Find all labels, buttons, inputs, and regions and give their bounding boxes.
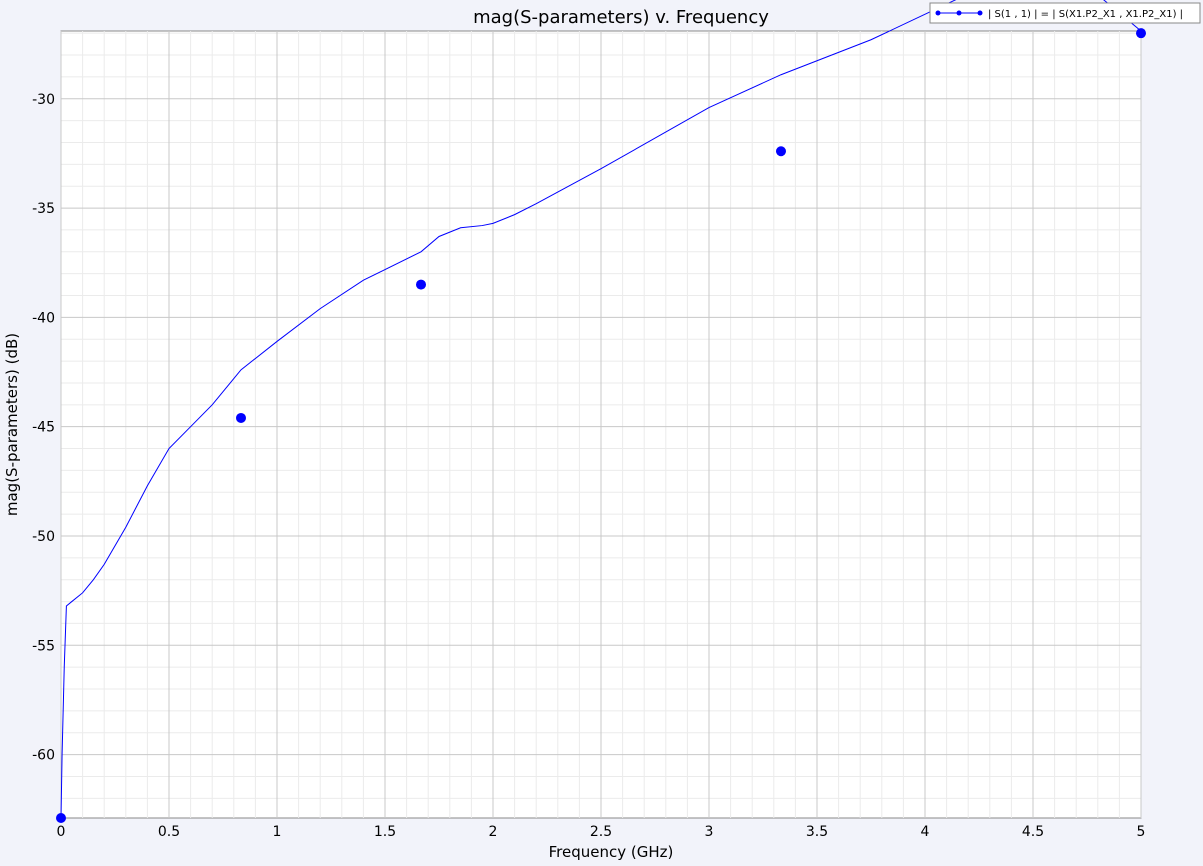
x-tick-label: 1.5 [374, 824, 396, 840]
x-tick-label: 5 [1137, 824, 1146, 840]
y-tick-label: -35 [32, 201, 55, 217]
data-marker [775, 146, 786, 157]
x-tick-label: 0 [57, 824, 66, 840]
major-grid [60, 31, 1142, 818]
x-tick-label: 4 [921, 824, 930, 840]
data-marker [1136, 28, 1146, 39]
data-marker [235, 412, 246, 423]
legend-marker-swatch [977, 10, 983, 16]
y-tick-labels: -30 -35 -40 -45 -50 -55 -60 [32, 92, 55, 764]
data-marker [56, 813, 66, 823]
y-axis-label: mag(S-parameters) (dB) [3, 333, 21, 516]
y-tick-label: -45 [32, 420, 55, 436]
legend-label: | S(1 , 1) | = | S(X1.P2_X1 , X1.P2_X1) … [988, 9, 1183, 20]
legend-marker-swatch [935, 10, 941, 16]
y-tick-label: -55 [32, 638, 55, 654]
x-tick-label: 2.5 [590, 824, 612, 840]
x-tick-label: 1 [273, 824, 282, 840]
x-tick-label: 4.5 [1022, 824, 1044, 840]
legend-marker-swatch [956, 10, 962, 16]
y-tick-label: -40 [32, 310, 55, 326]
legend[interactable]: | S(1 , 1) | = | S(X1.P2_X1 , X1.P2_X1) … [929, 2, 1201, 24]
legend-box [929, 2, 1201, 24]
x-axis-label: Frequency (GHz) [549, 843, 674, 861]
y-tick-label: -30 [32, 92, 55, 108]
series-layer [56, 0, 1146, 823]
series-line [60, 0, 1142, 819]
data-marker [416, 279, 427, 290]
x-tick-labels: 0 0.5 1 1.5 2 2.5 3 3.5 4 4.5 5 [57, 824, 1146, 840]
y-tick-label: -50 [32, 529, 55, 545]
x-tick-label: 3 [705, 824, 714, 840]
chart-title: mag(S-parameters) v. Frequency [473, 7, 769, 28]
x-tick-label: 2 [489, 824, 498, 840]
y-tick-label: -60 [32, 748, 55, 764]
minor-grid [61, 31, 1141, 818]
x-tick-label: 3.5 [806, 824, 828, 840]
x-tick-label: 0.5 [158, 824, 180, 840]
